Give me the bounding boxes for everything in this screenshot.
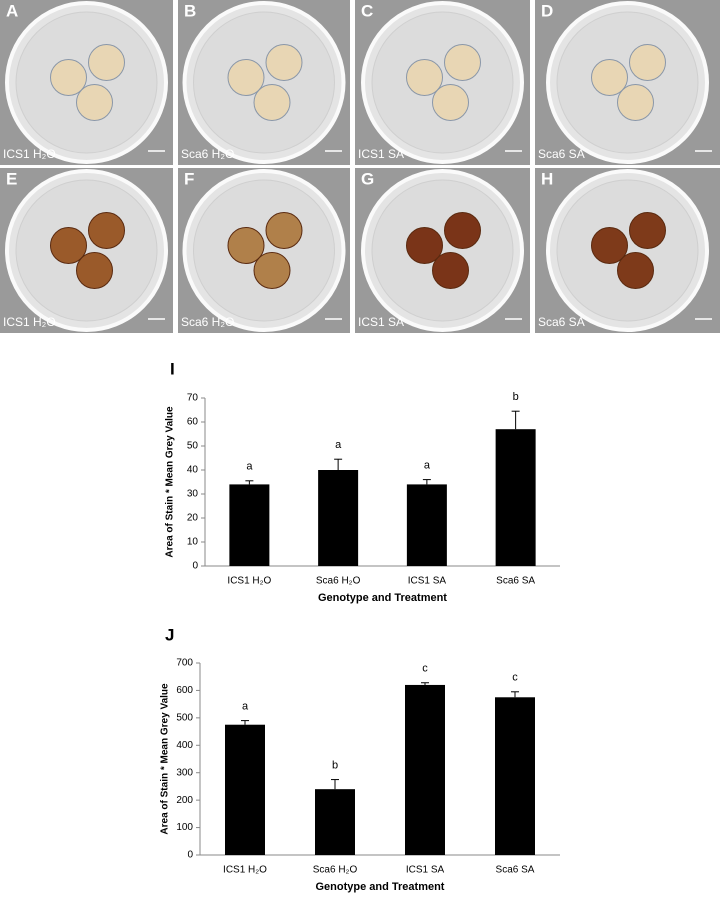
x-tick-label: Sca6 SA — [496, 576, 535, 587]
petri-dish-inner — [556, 179, 699, 322]
y-tick-label: 0 — [192, 561, 198, 572]
x-tick-label: Sca6 H₂O — [313, 865, 358, 876]
y-axis-label: Area of Stain * Mean Grey Value — [165, 406, 176, 558]
leaf-disc — [88, 44, 125, 81]
leaf-disc — [265, 44, 303, 81]
leaf-disc — [88, 212, 125, 249]
bar — [406, 484, 447, 566]
petri-dish-inner — [193, 179, 335, 322]
photo-caption: Sca6 H₂O — [181, 315, 234, 329]
panel-letter: F — [184, 169, 194, 188]
petri-dish-inner — [556, 11, 699, 154]
y-tick-label: 400 — [176, 740, 193, 751]
x-tick-label: ICS1 H₂O — [223, 865, 267, 876]
y-tick-label: 200 — [176, 795, 193, 806]
bar — [495, 429, 536, 566]
panel-letter: G — [361, 169, 374, 188]
y-tick-label: 100 — [176, 822, 193, 833]
significance-letter: a — [424, 460, 431, 472]
y-tick-label: 60 — [187, 417, 199, 428]
petri-dish-inner — [15, 179, 158, 322]
y-tick-label: 300 — [176, 767, 193, 778]
x-tick-label: ICS1 H₂O — [227, 576, 271, 587]
leaf-disc — [406, 227, 443, 264]
leaf-disc — [432, 252, 469, 289]
y-tick-label: 20 — [187, 513, 199, 524]
photo-caption: ICS1 SA — [358, 147, 404, 161]
leaf-disc — [432, 84, 469, 121]
leaf-disc — [50, 59, 87, 96]
significance-letter: b — [332, 759, 338, 771]
petri-dish-inner — [371, 11, 514, 154]
significance-letter: c — [512, 672, 518, 684]
panel-letter: J — [165, 625, 174, 644]
photo-caption: ICS1 H₂O — [3, 147, 56, 161]
y-tick-label: 70 — [187, 393, 199, 404]
leaf-disc — [253, 84, 291, 121]
leaf-disc — [227, 227, 265, 264]
bar — [315, 789, 355, 855]
y-tick-label: 30 — [187, 489, 199, 500]
leaf-disc — [253, 252, 291, 289]
leaf-disc — [591, 227, 628, 264]
petri-dish-inner — [15, 11, 158, 154]
bar — [405, 684, 445, 855]
panel-letter: C — [361, 1, 373, 20]
y-tick-label: 50 — [187, 441, 199, 452]
y-tick-label: 600 — [176, 685, 193, 696]
x-axis-label: Genotype and Treatment — [318, 592, 447, 604]
petri-dish-inner — [371, 179, 514, 322]
bar — [495, 697, 535, 855]
significance-letter: a — [246, 461, 253, 473]
x-tick-label: ICS1 SA — [406, 865, 445, 876]
y-tick-label: 700 — [176, 658, 193, 669]
x-tick-label: Sca6 SA — [496, 865, 535, 876]
y-tick-label: 500 — [176, 712, 193, 723]
leaf-disc — [265, 212, 303, 249]
x-tick-label: ICS1 SA — [408, 576, 447, 587]
panel-letter: B — [184, 1, 196, 20]
leaf-disc — [444, 212, 481, 249]
photo-caption: Sca6 H₂O — [181, 147, 234, 161]
panel-letter: A — [6, 1, 18, 20]
significance-letter: c — [422, 663, 428, 675]
panel-letter: H — [541, 169, 553, 188]
leaf-disc — [629, 212, 666, 249]
x-axis-label: Genotype and Treatment — [316, 881, 445, 893]
leaf-disc — [50, 227, 87, 264]
panel-letter: E — [6, 169, 17, 188]
significance-letter: b — [513, 391, 519, 403]
significance-letter: a — [242, 701, 249, 713]
y-tick-label: 0 — [187, 850, 193, 861]
x-tick-label: Sca6 H₂O — [316, 576, 361, 587]
photo-caption: Sca6 SA — [538, 147, 585, 161]
photo-caption: ICS1 SA — [358, 315, 404, 329]
y-tick-label: 40 — [187, 465, 199, 476]
bar — [229, 484, 270, 566]
y-tick-label: 10 — [187, 537, 199, 548]
photo-caption: ICS1 H₂O — [3, 315, 56, 329]
leaf-disc — [76, 84, 113, 121]
bar — [318, 470, 359, 566]
leaf-disc — [629, 44, 666, 81]
bar — [225, 724, 265, 855]
significance-letter: a — [335, 439, 342, 451]
photo-caption: Sca6 SA — [538, 315, 585, 329]
leaf-disc — [76, 252, 113, 289]
leaf-disc — [591, 59, 628, 96]
leaf-disc — [617, 252, 654, 289]
leaf-disc — [227, 59, 265, 96]
y-axis-label: Area of Stain * Mean Grey Value — [160, 683, 171, 835]
petri-dish-inner — [193, 11, 335, 154]
leaf-disc — [617, 84, 654, 121]
panel-letter: D — [541, 1, 553, 20]
panel-letter: I — [170, 359, 175, 378]
leaf-disc — [444, 44, 481, 81]
leaf-disc — [406, 59, 443, 96]
